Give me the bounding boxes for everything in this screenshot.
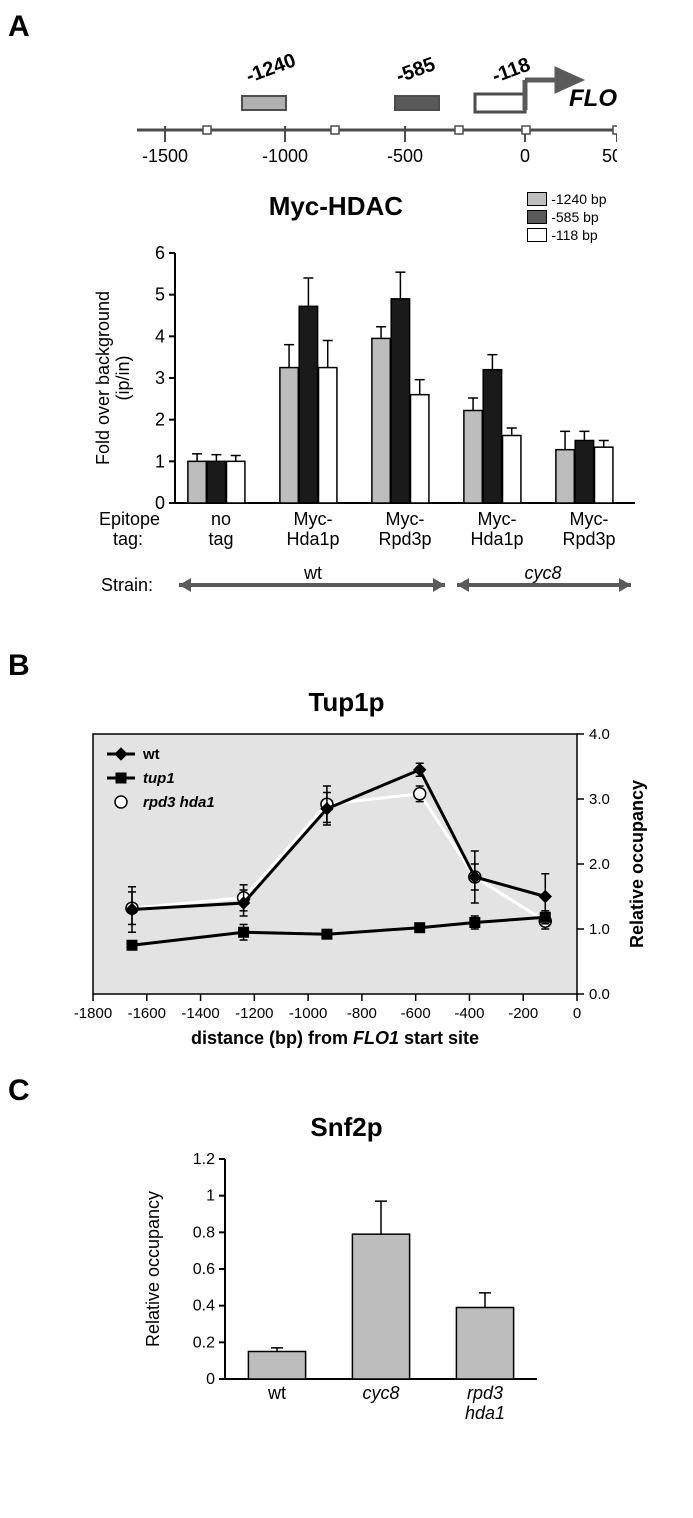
ruler-ticks xyxy=(165,126,617,142)
svg-text:-1600: -1600 xyxy=(127,1005,165,1022)
probe-box-1240 xyxy=(242,96,286,110)
panel-a-label: A xyxy=(8,10,685,44)
svg-text:0: 0 xyxy=(519,146,529,166)
chartC-title: Snf2p xyxy=(8,1112,685,1143)
svg-text:3: 3 xyxy=(154,368,164,388)
svg-text:rpd3 hda1: rpd3 hda1 xyxy=(143,794,215,811)
gene-schematic: -1240 -585 -118 FLO1 xyxy=(77,48,617,183)
svg-text:-200: -200 xyxy=(508,1005,538,1022)
svg-text:Myc-Hda1p: Myc-Hda1p xyxy=(470,509,523,549)
svg-text:Epitope: Epitope xyxy=(99,509,160,529)
myc-hdac-chart: Myc-HDAC -1240 bp -585 bp -118 bp 012345… xyxy=(87,191,607,633)
svg-text:notag: notag xyxy=(208,509,233,549)
svg-text:0.0: 0.0 xyxy=(589,986,610,1003)
svg-text:1: 1 xyxy=(206,1188,215,1205)
panel-b-label: B xyxy=(8,649,685,683)
svg-text:6: 6 xyxy=(154,243,164,263)
svg-text:0.4: 0.4 xyxy=(192,1298,214,1315)
probe-label-1240: -1240 xyxy=(243,50,299,88)
chartB-title: Tup1p xyxy=(8,687,685,718)
svg-text:2: 2 xyxy=(154,410,164,430)
svg-text:-1200: -1200 xyxy=(235,1005,273,1022)
svg-text:4: 4 xyxy=(154,326,164,346)
svg-text:wt: wt xyxy=(267,1383,286,1403)
panel-c-label: C xyxy=(8,1074,685,1108)
svg-text:Myc-Rpd3p: Myc-Rpd3p xyxy=(378,509,431,549)
svg-text:-600: -600 xyxy=(400,1005,430,1022)
svg-text:1.0: 1.0 xyxy=(589,921,610,938)
svg-text:-1800: -1800 xyxy=(73,1005,111,1022)
svg-text:0.2: 0.2 xyxy=(192,1334,214,1351)
svg-text:-500: -500 xyxy=(386,146,422,166)
svg-text:wt: wt xyxy=(142,746,160,763)
svg-text:Strain:: Strain: xyxy=(101,575,153,595)
svg-text:Relative occupancy: Relative occupancy xyxy=(143,1191,163,1347)
svg-text:-1500: -1500 xyxy=(141,146,187,166)
svg-text:Fold over background(ip/in): Fold over background(ip/in) xyxy=(93,291,133,465)
svg-text:-1000: -1000 xyxy=(261,146,307,166)
svg-text:wt: wt xyxy=(303,563,322,583)
svg-text:0.6: 0.6 xyxy=(192,1261,214,1278)
ruler-labels: -1500 -1000 -500 0 500 xyxy=(141,146,616,166)
svg-text:2.0: 2.0 xyxy=(589,856,610,873)
chartA-legend: -1240 bp -585 bp -118 bp xyxy=(527,191,606,243)
snf2p-chart: 0 0.2 0.4 0.6 0.8 1 1.2 Relative occupancy wt cyc… xyxy=(137,1149,557,1439)
svg-text:tup1: tup1 xyxy=(143,770,175,787)
svg-text:-800: -800 xyxy=(346,1005,376,1022)
svg-text:tag:: tag: xyxy=(113,529,143,549)
svg-text:distance (bp) from FLO1 start: distance (bp) from FLO1 start site xyxy=(190,1028,478,1048)
tup1p-chart: -1800 -1600 -1400 -1200 -1000 -800 -600 -400 -20… xyxy=(37,724,657,1064)
svg-text:Myc-Rpd3p: Myc-Rpd3p xyxy=(562,509,615,549)
svg-text:cyc8: cyc8 xyxy=(524,563,561,583)
gene-name: FLO1 xyxy=(569,85,617,112)
svg-text:-1400: -1400 xyxy=(181,1005,219,1022)
svg-text:0: 0 xyxy=(206,1371,215,1388)
svg-text:1.2: 1.2 xyxy=(192,1151,214,1168)
svg-text:5: 5 xyxy=(154,285,164,305)
schematic-svg: -1240 -585 -118 FLO1 xyxy=(77,48,617,183)
svg-text:rpd3hda1: rpd3hda1 xyxy=(464,1383,504,1423)
svg-text:1: 1 xyxy=(154,451,164,471)
svg-text:-1000: -1000 xyxy=(288,1005,326,1022)
svg-text:0: 0 xyxy=(572,1005,580,1022)
svg-text:Relative occupancy: Relative occupancy xyxy=(627,780,647,948)
svg-text:-400: -400 xyxy=(454,1005,484,1022)
svg-text:500: 500 xyxy=(601,146,616,166)
chartA-svg: 0123456Fold over background(ip/in)notagM… xyxy=(87,243,647,633)
chartA-title: Myc-HDAC xyxy=(269,191,403,222)
svg-text:cyc8: cyc8 xyxy=(362,1383,399,1403)
svg-text:0.8: 0.8 xyxy=(192,1224,214,1241)
svg-text:4.0: 4.0 xyxy=(589,726,610,743)
probe-box-118 xyxy=(475,94,525,112)
probe-label-585: -585 xyxy=(393,53,438,87)
probe-box-585 xyxy=(395,96,439,110)
svg-text:Myc-Hda1p: Myc-Hda1p xyxy=(286,509,339,549)
svg-text:3.0: 3.0 xyxy=(589,791,610,808)
